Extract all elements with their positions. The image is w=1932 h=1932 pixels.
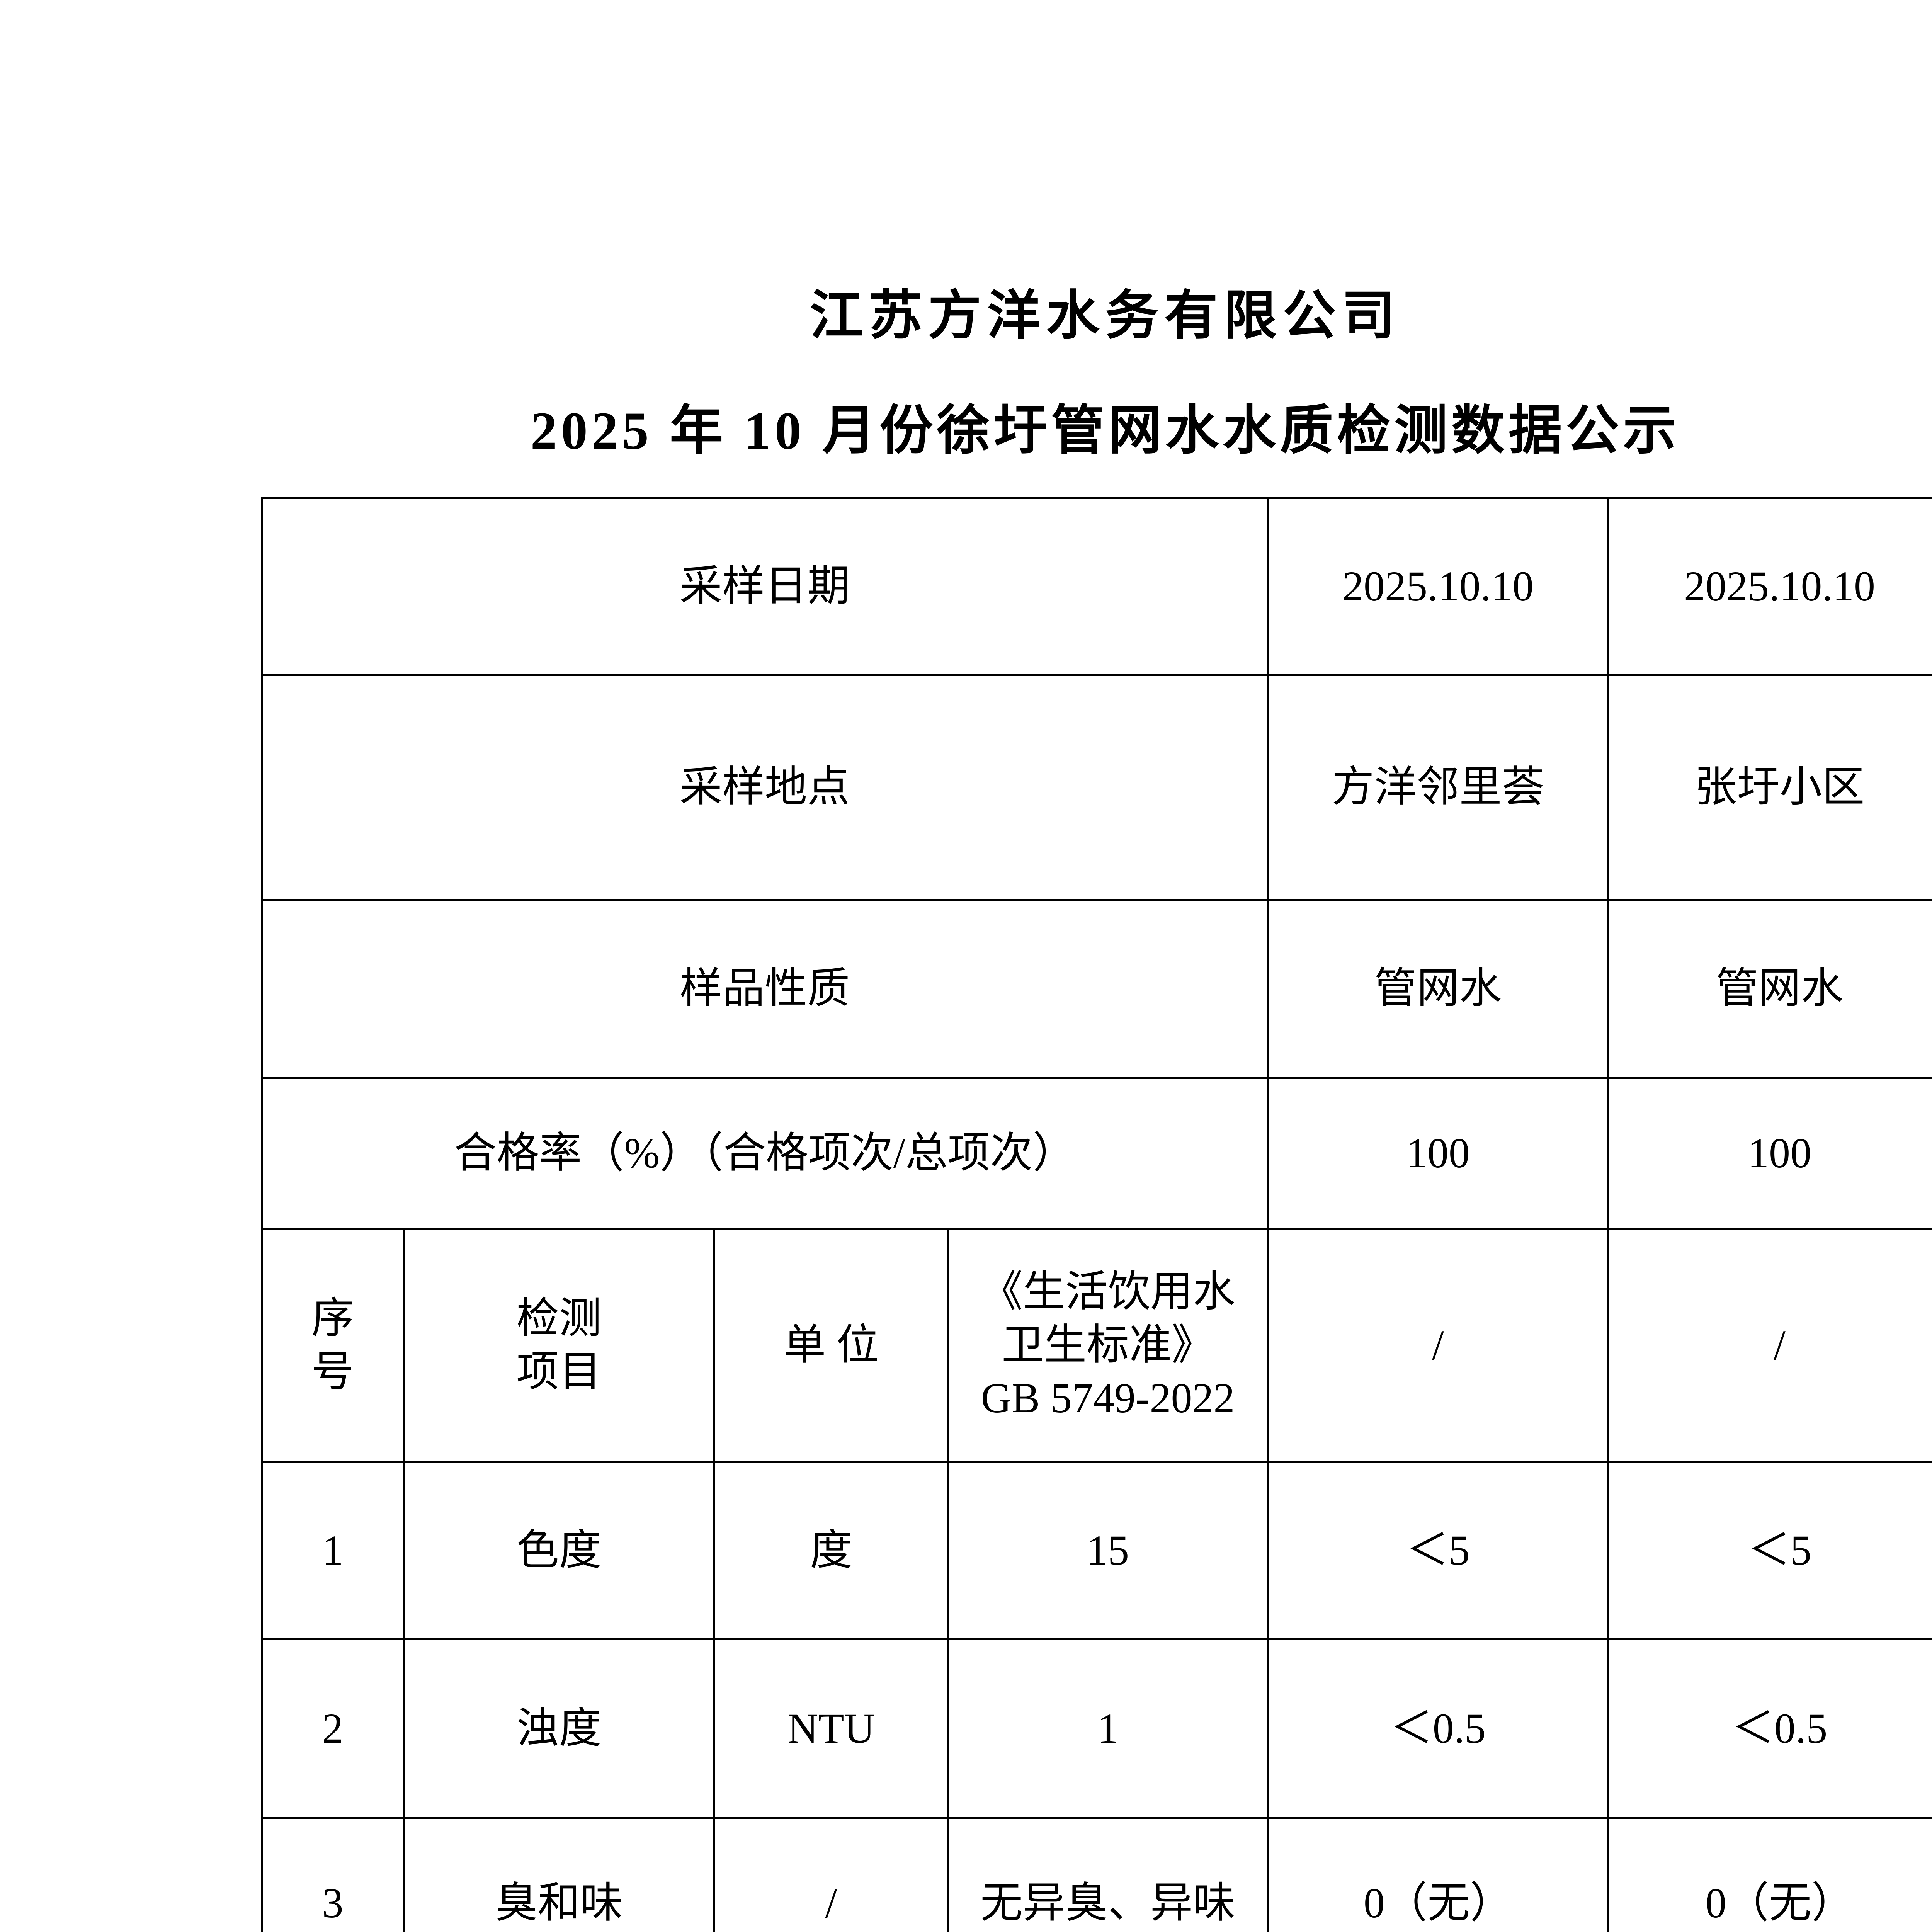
row-value-1: ＜5 (1267, 1461, 1609, 1640)
header-item: 检测 项目 (403, 1228, 715, 1463)
sample-location-value-2: 张圩小区 (1607, 674, 1932, 901)
row-seq: 1 (261, 1461, 405, 1640)
header-value-1: / (1267, 1228, 1609, 1463)
sample-nature-value-2: 管网水 (1607, 899, 1932, 1079)
sample-location-label: 采样地点 (261, 674, 1269, 901)
row-seq: 3 (261, 1817, 405, 1932)
row-unit: 度 (713, 1461, 949, 1640)
pass-rate-label: 合格率（%）（合格项次/总项次） (261, 1077, 1269, 1230)
pass-rate-value-1: 100 (1267, 1077, 1609, 1230)
table-header-row: 序 号 检测 项目 单 位 《生活饮用水 卫生标准》 GB 5749-2022 … (261, 1228, 1932, 1463)
row-standard: 1 (947, 1638, 1269, 1819)
row-item: 臭和味 (403, 1817, 715, 1932)
row-unit: NTU (713, 1638, 949, 1819)
sample-nature-label: 样品性质 (261, 899, 1269, 1079)
header-seq: 序 号 (261, 1228, 405, 1463)
pass-rate-value-2: 100 (1607, 1077, 1932, 1230)
row-unit: / (713, 1817, 949, 1932)
table-row: 样品性质 管网水 管网水 (261, 899, 1932, 1079)
sample-date-value-1: 2025.10.10 (1267, 497, 1609, 676)
page-subtitle: 2025 年 10 月份徐圩管网水水质检测数据公示 (530, 401, 1680, 460)
header-standard: 《生活饮用水 卫生标准》 GB 5749-2022 (947, 1228, 1269, 1463)
row-value-2: ＜0.5 (1607, 1638, 1932, 1819)
row-value-1: 0（无） (1267, 1817, 1609, 1932)
water-quality-table: 采样日期 2025.10.10 2025.10.10 采样地点 方洋邻里荟 张圩… (261, 497, 1932, 1932)
table-row: 采样日期 2025.10.10 2025.10.10 (261, 497, 1932, 676)
row-standard: 无异臭、异味 (947, 1817, 1269, 1932)
row-value-1: ＜0.5 (1267, 1638, 1609, 1819)
header-value-2: / (1607, 1228, 1932, 1463)
table-row: 合格率（%）（合格项次/总项次） 100 100 (261, 1077, 1932, 1230)
row-value-2: ＜5 (1607, 1461, 1932, 1640)
sample-date-value-2: 2025.10.10 (1607, 497, 1932, 676)
page-title: 江苏方洋水务有限公司 (810, 286, 1401, 345)
table-row: 3 臭和味 / 无异臭、异味 0（无） 0（无） (261, 1817, 1932, 1932)
row-value-2: 0（无） (1607, 1817, 1932, 1932)
sample-date-label: 采样日期 (261, 497, 1269, 676)
row-seq: 2 (261, 1638, 405, 1819)
header-unit: 单 位 (713, 1228, 949, 1463)
table-row: 2 浊度 NTU 1 ＜0.5 ＜0.5 (261, 1638, 1932, 1819)
sample-nature-value-1: 管网水 (1267, 899, 1609, 1079)
row-item: 浊度 (403, 1638, 715, 1819)
row-item: 色度 (403, 1461, 715, 1640)
table-row: 1 色度 度 15 ＜5 ＜5 (261, 1461, 1932, 1640)
sample-location-value-1: 方洋邻里荟 (1267, 674, 1609, 901)
table-row: 采样地点 方洋邻里荟 张圩小区 (261, 674, 1932, 901)
row-standard: 15 (947, 1461, 1269, 1640)
